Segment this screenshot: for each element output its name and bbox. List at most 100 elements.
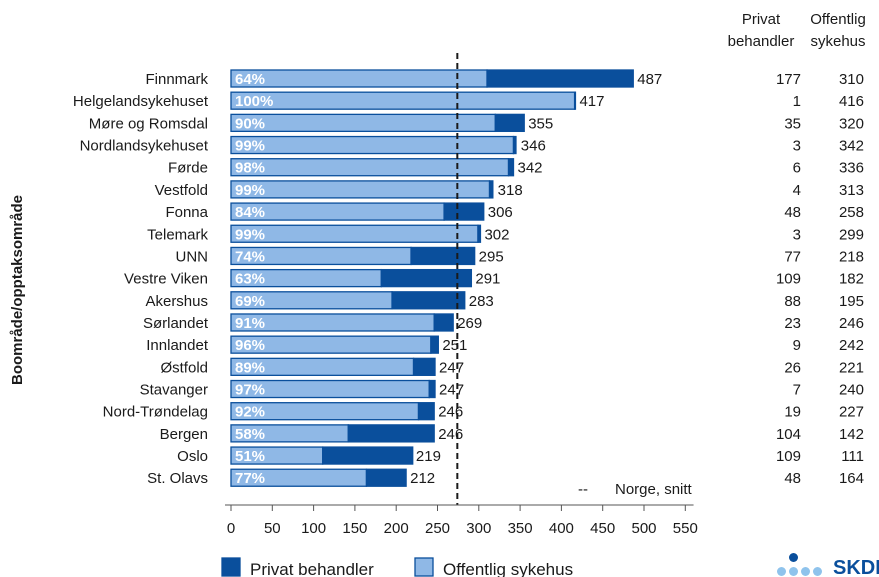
- category-label: Nord-Trøndelag: [103, 404, 208, 421]
- total-label: 251: [442, 337, 467, 354]
- logo-text: SKDE: [833, 557, 879, 577]
- bar-privat: [573, 91, 577, 110]
- table-offentlig-value: 416: [839, 93, 864, 110]
- y-axis-title: Boområde/opptaksområde: [9, 195, 26, 385]
- table-privat-value: 6: [793, 160, 801, 177]
- table-privat-value: 3: [793, 138, 801, 155]
- category-label: Helgelandsykehuset: [73, 93, 209, 110]
- percent-label: 58%: [235, 426, 265, 443]
- category-label: Innlandet: [146, 337, 209, 354]
- total-label: 283: [469, 293, 494, 310]
- table-privat-value: 23: [784, 315, 801, 332]
- table-header-line2: sykehus: [810, 33, 865, 50]
- table-privat-value: 7: [793, 382, 801, 399]
- percent-label: 99%: [235, 226, 265, 243]
- total-label: 487: [637, 71, 662, 88]
- total-label: 295: [479, 248, 504, 265]
- category-label: Vestre Viken: [124, 271, 208, 288]
- category-label: Fonna: [165, 204, 208, 221]
- bar-privat: [507, 158, 515, 177]
- table-privat-value: 1: [793, 93, 801, 110]
- x-tick-label: 300: [466, 520, 491, 537]
- bar-offentlig: [230, 180, 491, 199]
- table-privat-value: 88: [784, 293, 801, 310]
- category-label: St. Olavs: [147, 470, 208, 487]
- percent-label: 84%: [235, 204, 265, 221]
- table-offentlig-value: 342: [839, 138, 864, 155]
- bar-privat: [430, 335, 439, 354]
- percent-label: 63%: [235, 271, 265, 288]
- total-label: 342: [517, 160, 542, 177]
- bar-privat: [412, 357, 436, 376]
- table-offentlig-value: 310: [839, 71, 864, 88]
- total-label: 318: [498, 182, 523, 199]
- bar-privat: [512, 135, 517, 155]
- percent-label: 90%: [235, 115, 265, 132]
- bar-offentlig: [230, 135, 515, 155]
- percent-label: 100%: [235, 93, 273, 110]
- table-offentlig-value: 299: [839, 226, 864, 243]
- x-tick-label: 50: [264, 520, 281, 537]
- category-label: Oslo: [177, 448, 208, 465]
- total-label: 346: [521, 138, 546, 155]
- table-privat-value: 48: [784, 204, 801, 221]
- table-privat-value: 26: [784, 359, 801, 376]
- bar-privat: [494, 113, 525, 133]
- bar-offentlig: [230, 69, 488, 88]
- table-offentlig-value: 142: [839, 426, 864, 443]
- table-privat-value: 4: [793, 182, 801, 199]
- table-privat-value: 35: [784, 115, 801, 132]
- x-tick-label: 350: [508, 520, 533, 537]
- table-header-line1: Offentlig: [810, 11, 866, 28]
- bar-privat: [488, 180, 494, 199]
- bar-offentlig: [230, 224, 479, 243]
- skde-logo: SKDE: [759, 549, 879, 577]
- table-header-line1: Privat: [742, 11, 781, 28]
- bar-offentlig: [230, 158, 510, 177]
- legend-swatch: [221, 557, 241, 577]
- category-label: Stavanger: [140, 382, 208, 399]
- table-offentlig-value: 111: [841, 448, 864, 465]
- bar-privat: [433, 313, 454, 332]
- percent-label: 92%: [235, 404, 265, 421]
- category-label: Nordlandsykehuset: [80, 138, 209, 155]
- table-offentlig-value: 195: [839, 293, 864, 310]
- total-label: 291: [475, 271, 500, 288]
- table-offentlig-value: 336: [839, 160, 864, 177]
- total-label: 247: [439, 359, 464, 376]
- category-label: Finnmark: [145, 71, 208, 88]
- table-offentlig-value: 320: [839, 115, 864, 132]
- x-tick-label: 500: [631, 520, 656, 537]
- x-tick-label: 0: [227, 520, 235, 537]
- table-privat-value: 3: [793, 226, 801, 243]
- bar-privat: [322, 446, 414, 465]
- total-label: 302: [484, 226, 509, 243]
- table-offentlig-value: 242: [839, 337, 864, 354]
- table-offentlig-value: 227: [839, 404, 864, 421]
- table-offentlig-value: 182: [839, 271, 864, 288]
- bar-privat: [380, 268, 473, 288]
- table-header-line2: behandler: [728, 33, 795, 50]
- table-privat-value: 104: [776, 426, 801, 443]
- bar-privat: [410, 246, 476, 266]
- table-offentlig-value: 258: [839, 204, 864, 221]
- table-privat-value: 109: [776, 448, 801, 465]
- category-label: Akershus: [145, 293, 208, 310]
- table-offentlig-value: 218: [839, 248, 864, 265]
- percent-label: 91%: [235, 315, 265, 332]
- table-offentlig-value: 246: [839, 315, 864, 332]
- percent-label: 64%: [235, 71, 265, 88]
- percent-label: 89%: [235, 359, 265, 376]
- category-label: Førde: [168, 160, 208, 177]
- table-privat-value: 9: [793, 337, 801, 354]
- table-privat-value: 19: [784, 404, 801, 421]
- x-tick-label: 100: [301, 520, 326, 537]
- bar-privat: [443, 202, 485, 221]
- category-label: Vestfold: [155, 182, 208, 199]
- table-privat-value: 109: [776, 271, 801, 288]
- table-offentlig-value: 313: [839, 182, 864, 199]
- table-offentlig-value: 240: [839, 382, 864, 399]
- bar-privat: [428, 379, 436, 399]
- total-label: 212: [410, 470, 435, 487]
